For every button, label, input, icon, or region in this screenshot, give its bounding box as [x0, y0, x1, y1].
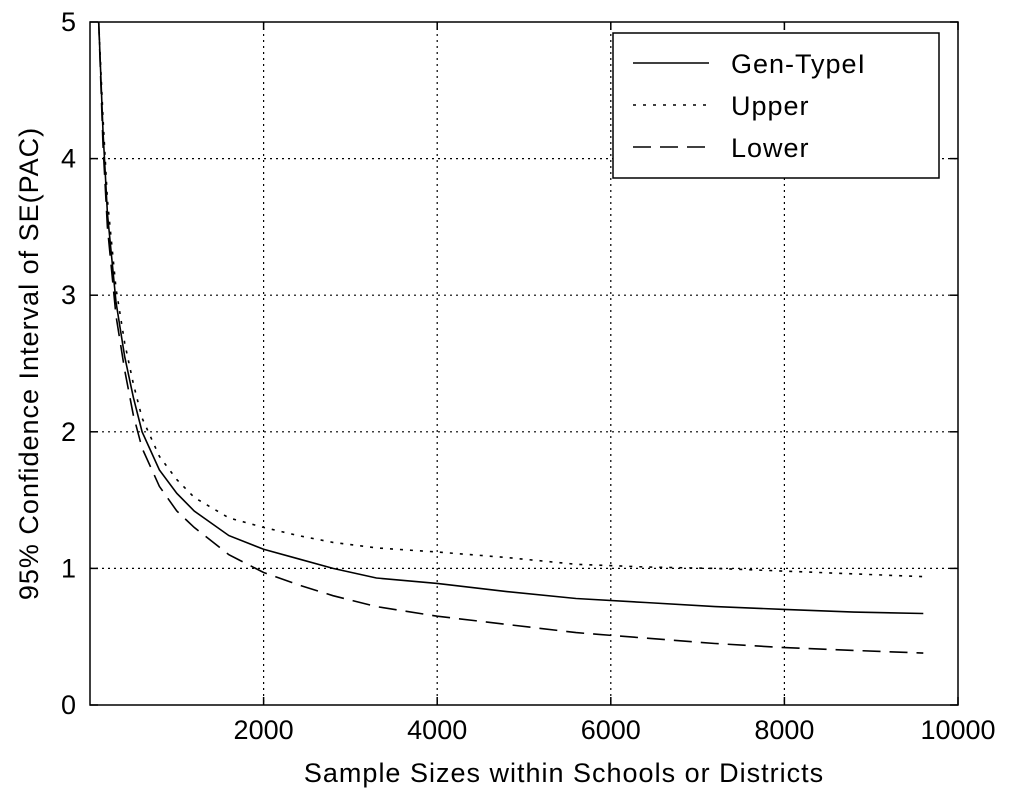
- y-tick-label: 4: [61, 144, 76, 174]
- x-tick-label: 10000: [920, 715, 995, 745]
- legend-items: Gen-TypeI Upper Lower: [633, 49, 866, 163]
- series-layer: [97, 21, 924, 654]
- legend-label: Upper: [731, 91, 810, 121]
- x-tick-label: 6000: [581, 715, 641, 745]
- legend-label: Gen-TypeI: [731, 49, 866, 79]
- x-axis-label: Sample Sizes within Schools or Districts: [304, 758, 824, 788]
- series-line-lower: [97, 21, 924, 654]
- x-tick-labels: 2000 4000 6000 8000 10000: [234, 715, 996, 745]
- y-tick-label: 3: [61, 280, 76, 310]
- y-tick-labels: 0 1 2 3 4 5: [61, 7, 76, 720]
- y-tick-label: 2: [61, 417, 76, 447]
- grid: [90, 22, 958, 705]
- plot-frame: [89, 21, 959, 706]
- legend: Gen-TypeI Upper Lower: [612, 32, 940, 179]
- legend-label: Lower: [731, 133, 810, 163]
- y-tick-label: 0: [61, 690, 76, 720]
- x-tick-label: 8000: [754, 715, 814, 745]
- y-tick-label: 5: [61, 7, 76, 37]
- y-tick-label: 1: [61, 553, 76, 583]
- series-line-gen-typei: [97, 21, 924, 615]
- y-axis-label: 95% Confidence Interval of SE(PAC): [14, 127, 44, 600]
- axis-ticks: [90, 21, 959, 706]
- x-tick-label: 4000: [407, 715, 467, 745]
- x-tick-label: 2000: [234, 715, 294, 745]
- series-line-upper: [97, 21, 924, 578]
- legend-box: [612, 32, 940, 179]
